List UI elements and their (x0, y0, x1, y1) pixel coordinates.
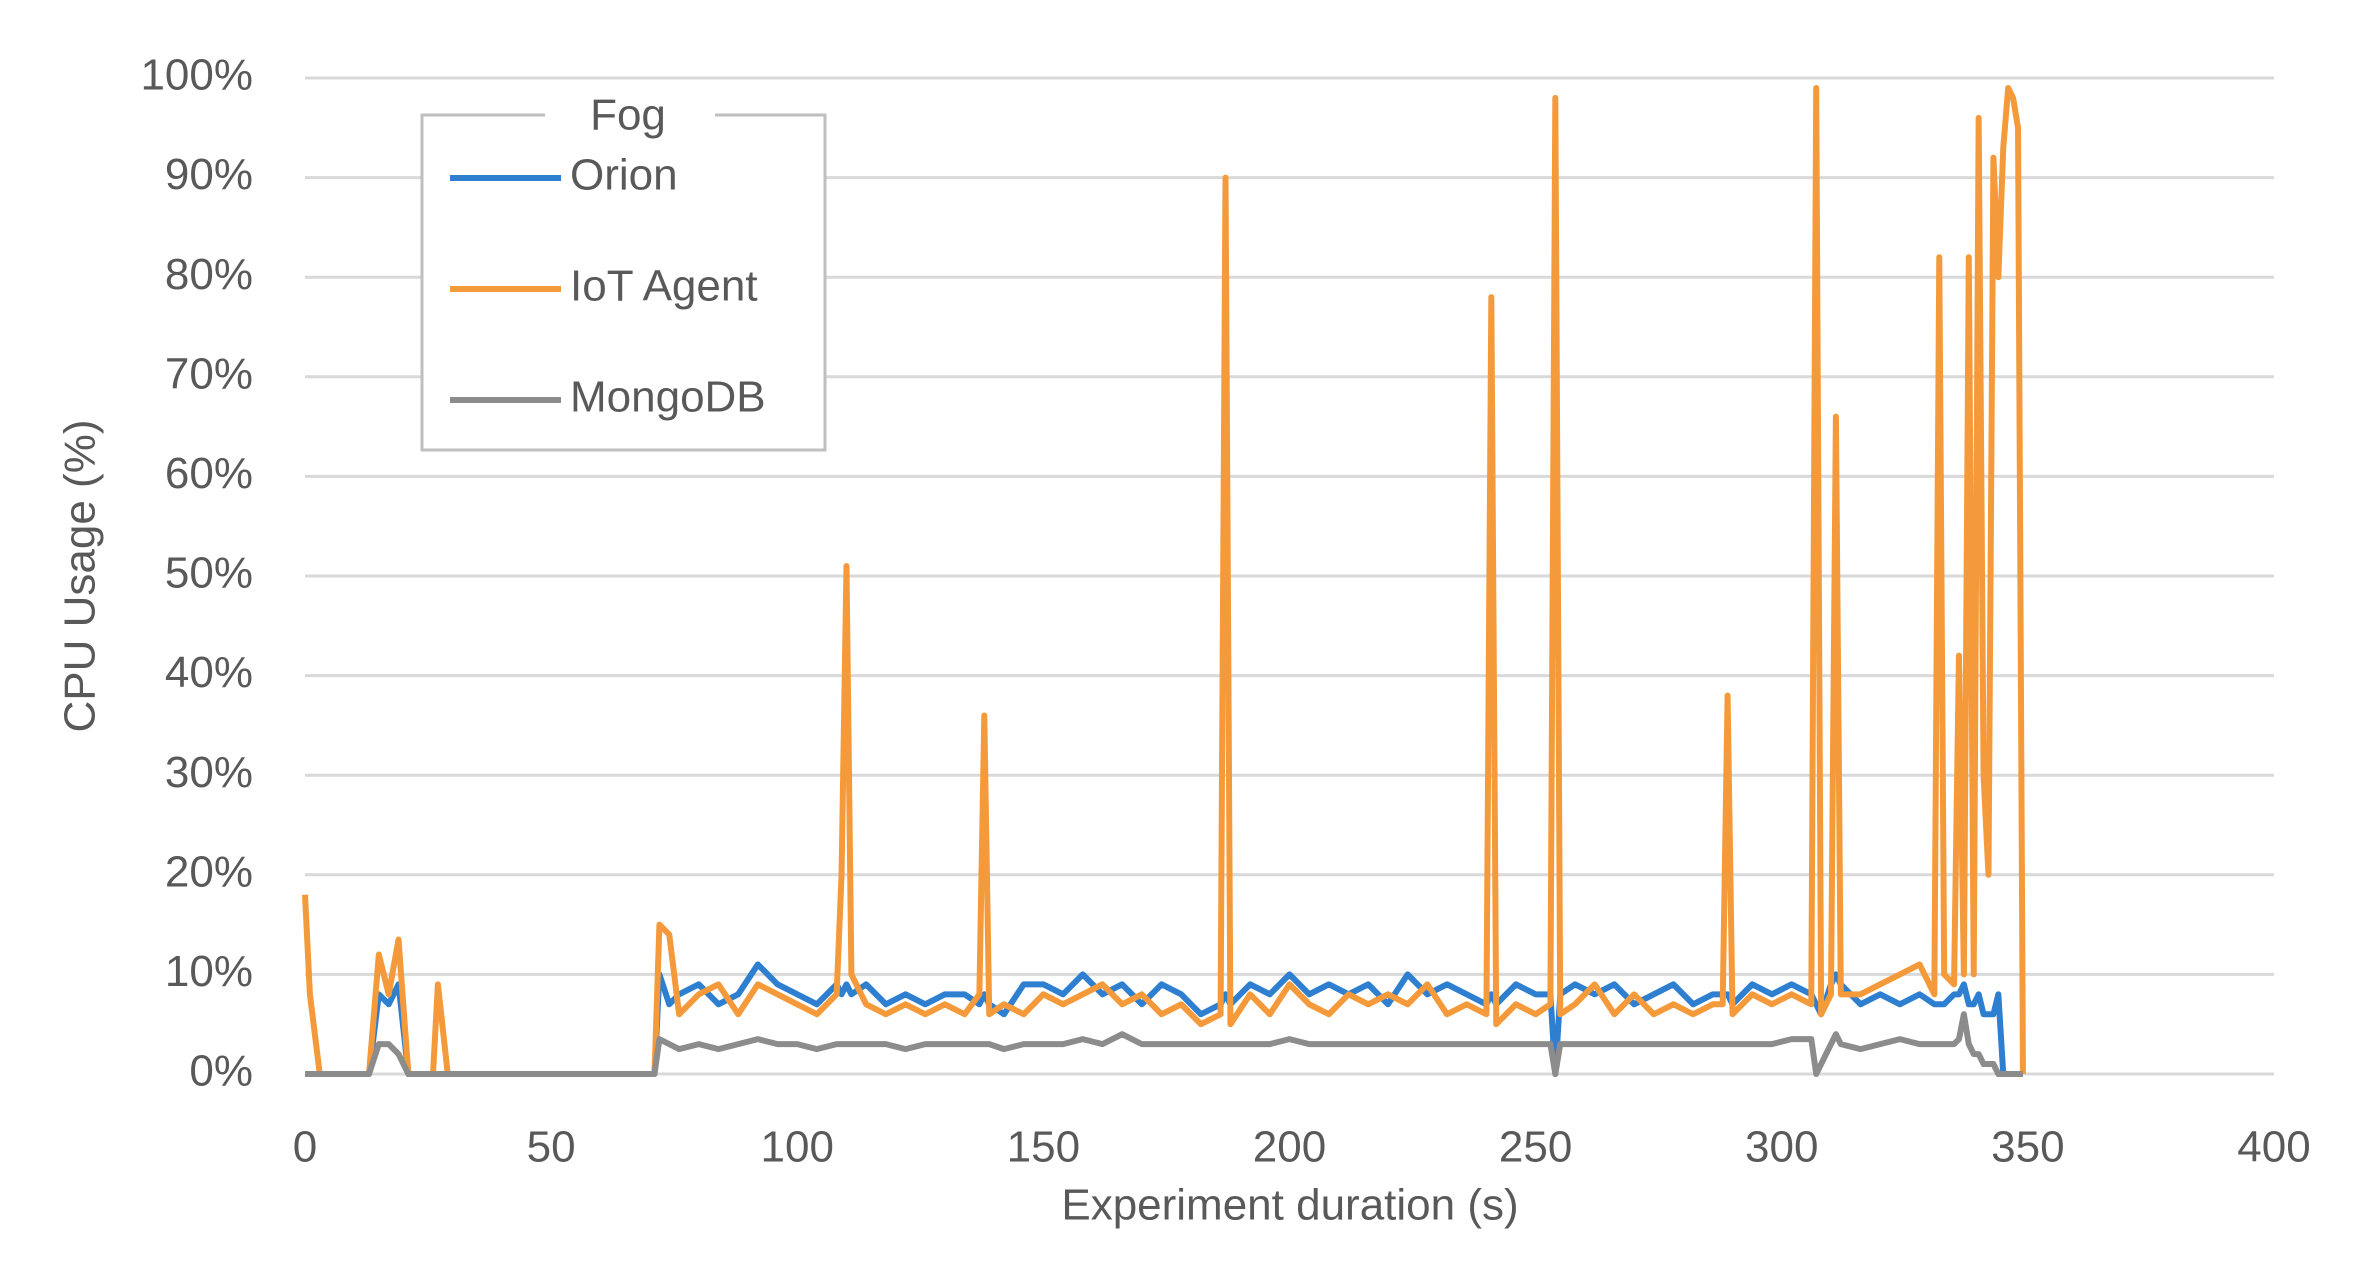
x-tick-label: 0 (293, 1123, 317, 1172)
series-line (305, 961, 2023, 1077)
plot-lines (302, 84, 2026, 1077)
grid: 0% 10% 20% 30% 40% 50% 60% 70% 80% 90% 100% 0 50 100 1… (140, 51, 2310, 1172)
x-tick-label: 150 (1007, 1123, 1080, 1172)
x-tick-label: 100 (761, 1123, 834, 1172)
x-tick-label: 250 (1499, 1123, 1572, 1172)
series-line (302, 84, 2026, 1077)
x-tick-label: 400 (2237, 1123, 2310, 1172)
x-tick-label: 50 (527, 1123, 576, 1172)
y-tick-label: 90% (165, 150, 253, 199)
y-tick-label: 50% (165, 549, 253, 598)
x-tick-label: 350 (1991, 1123, 2064, 1172)
legend-label: Orion (570, 151, 678, 200)
x-tick-label: 300 (1745, 1123, 1818, 1172)
series-line (305, 1011, 2023, 1077)
y-tick-label: 20% (165, 847, 253, 896)
legend-label: MongoDB (570, 373, 766, 422)
x-tick-label: 200 (1253, 1123, 1326, 1172)
y-axis-title: CPU Usage (%) (56, 420, 105, 733)
x-axis-title: Experiment duration (s) (1061, 1181, 1518, 1230)
y-tick-label: 70% (165, 349, 253, 398)
legend-box (420, 113, 827, 452)
legend-label: IoT Agent (570, 262, 758, 311)
legend-title-gap (545, 95, 715, 135)
y-tick-label: 40% (165, 648, 253, 697)
y-tick-label: 100% (140, 51, 253, 100)
y-tick-label: 30% (165, 748, 253, 797)
legend: Fog Orion IoT Agent MongoDB (420, 91, 827, 452)
legend-title: Fog (590, 91, 666, 140)
y-tick-label: 0% (189, 1047, 253, 1096)
y-tick-label: 80% (165, 250, 253, 299)
y-tick-label: 10% (165, 947, 253, 996)
y-tick-label: 60% (165, 449, 253, 498)
